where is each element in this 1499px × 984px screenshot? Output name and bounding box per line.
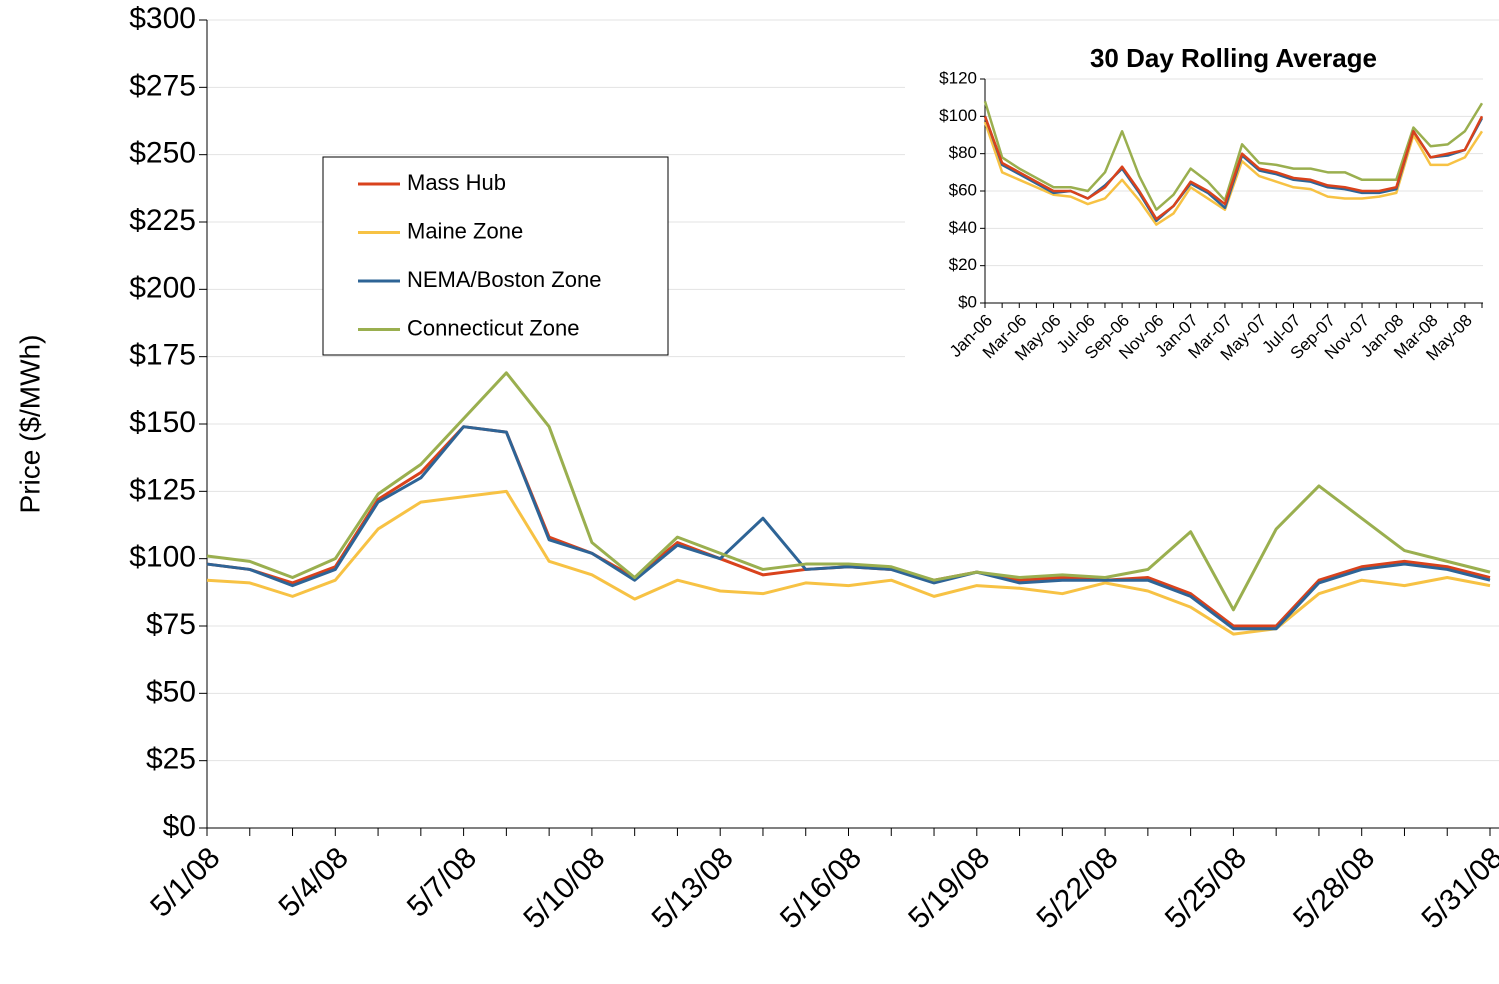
y-tick-label: $120 bbox=[939, 68, 977, 87]
y-tick-label: $175 bbox=[129, 339, 196, 372]
y-tick-label: $0 bbox=[163, 810, 196, 843]
y-tick-label: $150 bbox=[129, 406, 196, 439]
legend-label: Mass Hub bbox=[407, 170, 506, 195]
y-tick-label: $225 bbox=[129, 204, 196, 237]
y-axis-label: Price ($/MWh) bbox=[14, 335, 45, 514]
y-tick-label: $25 bbox=[146, 743, 196, 776]
y-tick-label: $300 bbox=[129, 2, 196, 35]
inset-background bbox=[905, 35, 1499, 405]
y-tick-label: $200 bbox=[129, 271, 196, 304]
legend-label: Maine Zone bbox=[407, 218, 523, 243]
x-tick-label: 5/13/08 bbox=[646, 841, 740, 935]
y-tick-label: $125 bbox=[129, 473, 196, 506]
y-tick-label: $50 bbox=[146, 675, 196, 708]
series-line bbox=[206, 425, 1491, 631]
y-tick-label: $20 bbox=[949, 255, 977, 274]
series-line bbox=[983, 115, 1484, 221]
series-line bbox=[206, 371, 1491, 612]
x-tick-label: 5/7/08 bbox=[401, 841, 483, 923]
chart-title: 30 Day Rolling Average bbox=[1090, 43, 1377, 73]
series-line bbox=[206, 425, 1491, 628]
y-tick-label: $40 bbox=[949, 218, 977, 237]
legend-box bbox=[322, 156, 669, 356]
y-tick-label: $0 bbox=[958, 292, 977, 311]
x-tick-label: 5/10/08 bbox=[517, 841, 611, 935]
x-tick-label: 5/16/08 bbox=[774, 841, 868, 935]
y-tick-label: $275 bbox=[129, 69, 196, 102]
y-tick-label: $75 bbox=[146, 608, 196, 641]
x-tick-label: 5/19/08 bbox=[902, 841, 996, 935]
x-tick-label: 5/4/08 bbox=[273, 841, 355, 923]
x-tick-label: 5/31/08 bbox=[1415, 841, 1499, 935]
x-tick-label: 5/25/08 bbox=[1159, 841, 1253, 935]
y-tick-label: $60 bbox=[949, 180, 977, 199]
x-tick-label: 5/22/08 bbox=[1031, 841, 1125, 935]
legend-label: NEMA/Boston Zone bbox=[407, 267, 601, 292]
y-tick-label: $100 bbox=[129, 541, 196, 574]
x-tick-label: 5/28/08 bbox=[1287, 841, 1381, 935]
y-tick-label: $80 bbox=[949, 143, 977, 162]
x-tick-label: 5/1/08 bbox=[144, 841, 226, 923]
legend-label: Connecticut Zone bbox=[407, 315, 579, 340]
y-tick-label: $100 bbox=[939, 106, 977, 125]
y-tick-label: $250 bbox=[129, 137, 196, 170]
series-line bbox=[983, 101, 1484, 211]
